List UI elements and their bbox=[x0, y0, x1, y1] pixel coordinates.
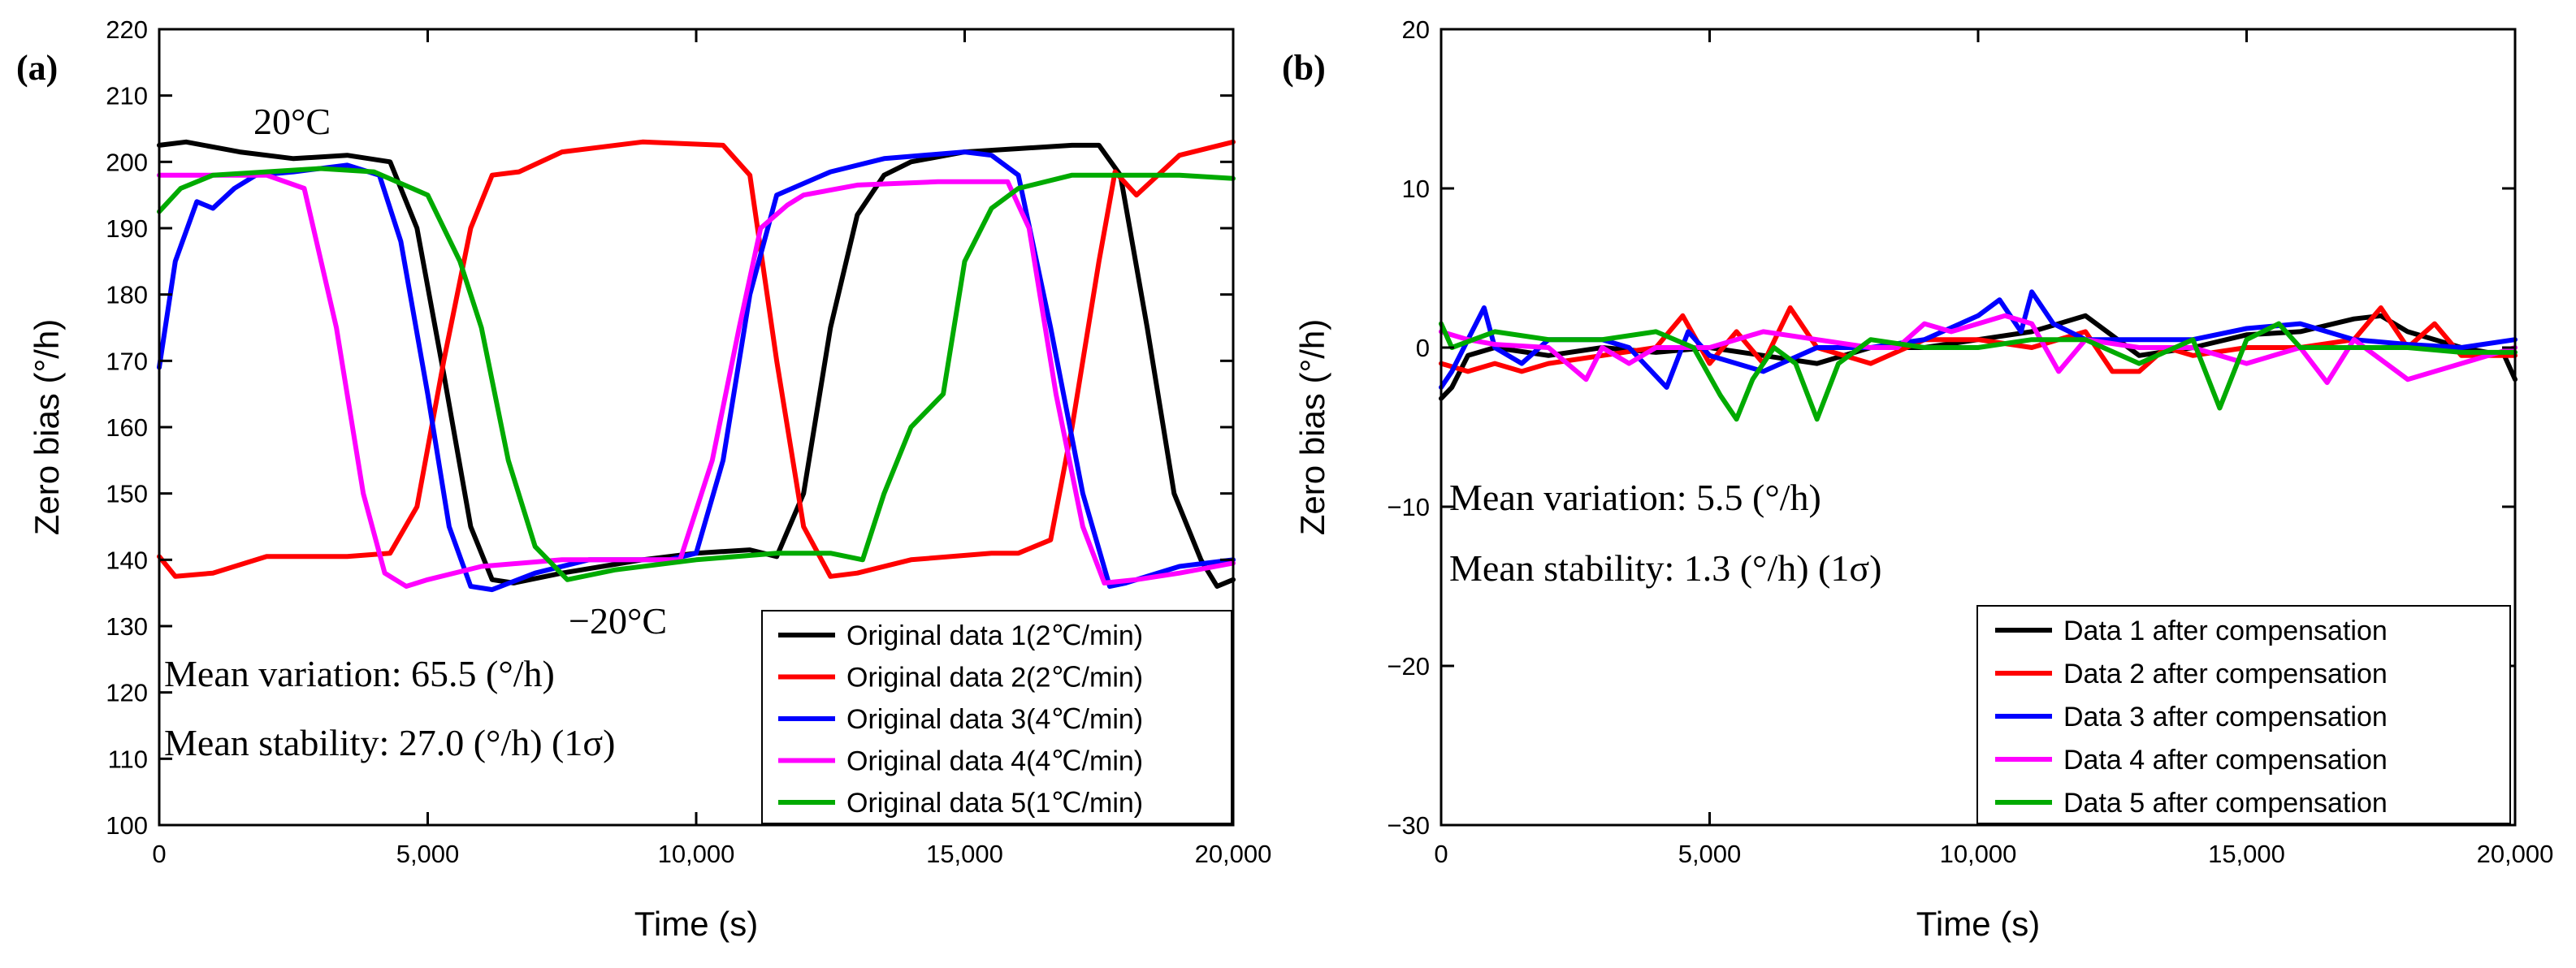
chart-b-y-tick-label: 0 bbox=[1416, 334, 1430, 362]
chart-b-x-tick-label: 5,000 bbox=[1678, 840, 1742, 868]
chart-a-y-tick-label: 120 bbox=[106, 679, 148, 707]
chart-a-legend: Original data 1(2℃/min) Original data 2(2… bbox=[761, 610, 1232, 824]
chart-a-series-3-line bbox=[157, 149, 1236, 593]
chart-a-y-tick-label: 130 bbox=[106, 612, 148, 641]
chart-a-series-5-line bbox=[157, 166, 1236, 582]
chart-a-y-tick-label: 140 bbox=[106, 546, 148, 574]
chart-a-y-tick-label: 110 bbox=[108, 745, 148, 773]
chart-a-x-tick-label: 5,000 bbox=[396, 840, 460, 868]
chart-b-y-tick-label: 20 bbox=[1402, 15, 1430, 44]
chart-b-series-2-line bbox=[1439, 305, 2518, 374]
chart-a-y-tick-label: 220 bbox=[106, 15, 148, 44]
chart-a-series-4-line bbox=[157, 172, 1236, 589]
chart-b-y-tick-label: −30 bbox=[1387, 811, 1430, 840]
chart-b-legend-label-2: Data 2 after compensation bbox=[2063, 659, 2388, 689]
chart-a-legend-label-5: Original data 5(1℃/min) bbox=[846, 788, 1143, 819]
chart-a: 0 5,000 10,000 15,000 20,000 100 110 120 130 140 1… bbox=[16, 15, 1271, 943]
chart-a-legend-label-1: Original data 1(2℃/min) bbox=[846, 620, 1143, 651]
chart-a-x-tick-label: 0 bbox=[152, 840, 166, 868]
chart-a-legend-label-2: Original data 2(2℃/min) bbox=[846, 663, 1143, 694]
chart-a-x-axis-title: Time (s) bbox=[634, 905, 758, 943]
chart-b-series-group bbox=[1439, 289, 2518, 422]
chart-a-y-tick-label: 100 bbox=[106, 811, 148, 840]
chart-a-stat-stability: Mean stability: 27.0 (°/h) (1σ) bbox=[164, 722, 615, 763]
chart-a-y-tick-label: 180 bbox=[106, 281, 148, 309]
chart-b-legend-label-5: Data 5 after compensation bbox=[2063, 788, 2388, 819]
chart-b-legend-label-1: Data 1 after compensation bbox=[2063, 616, 2388, 646]
chart-b-legend-box bbox=[1976, 605, 2511, 824]
chart-b-x-tick-label: 20,000 bbox=[2477, 840, 2554, 868]
chart-b-stat-stability: Mean stability: 1.3 (°/h) (1σ) bbox=[1449, 547, 1881, 589]
chart-b-y-tick-label: −10 bbox=[1387, 493, 1430, 521]
chart-a-series-group bbox=[157, 139, 1236, 593]
chart-b-panel-label: (b) bbox=[1282, 48, 1326, 88]
chart-a-legend-label-4: Original data 4(4℃/min) bbox=[846, 746, 1143, 777]
chart-a-x-tick-label: 15,000 bbox=[926, 840, 1003, 868]
chart-b-y-axis-title: Zero bias (°/h) bbox=[1293, 319, 1331, 536]
chart-a-panel-label: (a) bbox=[16, 48, 58, 88]
chart-a-legend-box bbox=[761, 610, 1232, 824]
chart-b-x-tick-label: 15,000 bbox=[2208, 840, 2285, 868]
chart-b: 0 5,000 10,000 15,000 20,000 −30 −20 −10 0 10 20 (… bbox=[1282, 15, 2553, 943]
chart-b-legend-entries: Data 1 after compensation Data 2 after co… bbox=[1995, 616, 2388, 819]
chart-b-series-4-line bbox=[1439, 313, 2518, 386]
chart-b-legend: Data 1 after compensation Data 2 after co… bbox=[1976, 605, 2511, 824]
chart-a-series-2-line bbox=[157, 139, 1236, 579]
chart-b-legend-label-4: Data 4 after compensation bbox=[2063, 745, 2388, 776]
chart-b-stat-variation: Mean variation: 5.5 (°/h) bbox=[1449, 477, 1821, 518]
chart-a-series-1-line bbox=[157, 139, 1236, 589]
chart-a-y-tick-label: 170 bbox=[106, 347, 148, 375]
chart-b-x-axis-title: Time (s) bbox=[1916, 905, 2040, 943]
chart-a-y-axis-title: Zero bias (°/h) bbox=[28, 319, 66, 536]
chart-b-series-5-line bbox=[1439, 321, 2518, 422]
chart-a-y-tick-label: 200 bbox=[106, 148, 148, 176]
chart-b-legend-label-3: Data 3 after compensation bbox=[2063, 702, 2388, 732]
chart-a-ticks: 0 5,000 10,000 15,000 20,000 100 110 120 130 140 1… bbox=[106, 15, 1271, 868]
chart-a-y-tick-label: 190 bbox=[106, 214, 148, 243]
chart-b-ticks: 0 5,000 10,000 15,000 20,000 −30 −20 −10 0 10 20 bbox=[1387, 15, 2553, 868]
chart-a-legend-entries: Original data 1(2℃/min) Original data 2(2… bbox=[778, 620, 1143, 819]
chart-a-x-tick-label: 20,000 bbox=[1195, 840, 1272, 868]
chart-a-annotation-cold: −20°C bbox=[569, 600, 667, 642]
chart-b-y-tick-label: 10 bbox=[1402, 175, 1430, 203]
chart-b-x-tick-label: 0 bbox=[1434, 840, 1448, 868]
chart-a-annotation-hot: 20°C bbox=[253, 101, 331, 142]
chart-b-x-tick-label: 10,000 bbox=[1940, 840, 2017, 868]
chart-a-y-tick-label: 210 bbox=[106, 82, 148, 110]
chart-a-legend-label-3: Original data 3(4℃/min) bbox=[846, 704, 1143, 735]
chart-a-y-tick-label: 160 bbox=[106, 413, 148, 442]
chart-b-y-tick-label: −20 bbox=[1387, 652, 1430, 681]
chart-a-y-tick-label: 150 bbox=[106, 480, 148, 508]
chart-a-stat-variation: Mean variation: 65.5 (°/h) bbox=[164, 653, 555, 694]
chart-a-x-tick-label: 10,000 bbox=[658, 840, 735, 868]
